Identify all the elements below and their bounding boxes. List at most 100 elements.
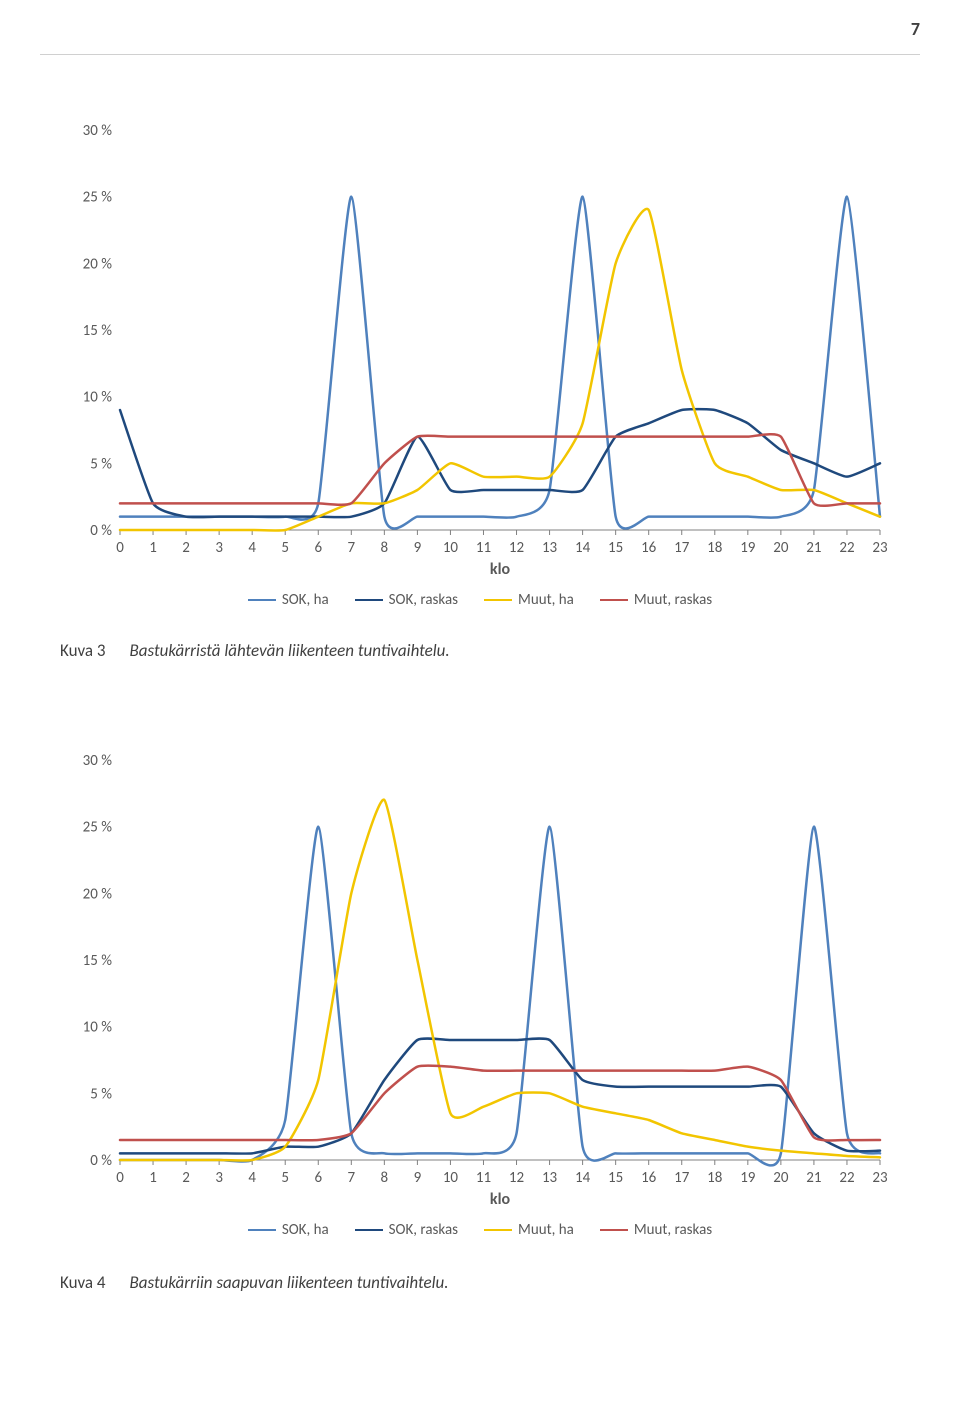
x-tick-label: 6: [314, 1169, 322, 1187]
x-tick-label: 9: [414, 1169, 422, 1187]
chart-1-block: 0 %5 %10 %15 %20 %25 %30 %01234567891011…: [60, 120, 900, 609]
x-tick-label: 13: [542, 1169, 558, 1187]
header-rule: [40, 54, 920, 55]
y-tick-label: 15 %: [83, 952, 113, 970]
legend-swatch: [600, 599, 628, 602]
legend-swatch: [248, 1229, 276, 1232]
x-tick-label: 19: [740, 539, 756, 557]
legend-swatch: [248, 599, 276, 602]
x-tick-label: 14: [575, 539, 591, 557]
series-line: [120, 1066, 880, 1141]
x-tick-label: 17: [674, 539, 690, 557]
y-tick-label: 15 %: [83, 322, 113, 340]
chart-2-block: 0 %5 %10 %15 %20 %25 %30 %01234567891011…: [60, 750, 900, 1239]
x-tick-label: 21: [806, 539, 821, 557]
legend-label: SOK, ha: [282, 591, 329, 609]
page-number: 7: [911, 18, 920, 40]
x-tick-label: 10: [443, 1169, 459, 1187]
x-tick-label: 5: [281, 539, 289, 557]
series-line: [120, 827, 880, 1166]
figure-label: Kuva 4: [60, 1272, 106, 1293]
legend-swatch: [355, 599, 383, 602]
x-tick-label: 11: [476, 1169, 491, 1187]
legend-item: SOK, ha: [248, 591, 329, 609]
x-tick-label: 6: [314, 539, 322, 557]
x-tick-label: 2: [182, 539, 190, 557]
y-tick-label: 20 %: [83, 885, 113, 903]
x-tick-label: 1: [149, 539, 157, 557]
y-tick-label: 0 %: [90, 522, 112, 540]
legend-label: Muut, ha: [518, 1221, 574, 1239]
x-tick-label: 18: [707, 539, 722, 557]
legend-swatch: [600, 1229, 628, 1232]
y-tick-label: 30 %: [83, 122, 113, 140]
y-tick-label: 30 %: [83, 752, 113, 770]
legend-label: SOK, raskas: [389, 591, 458, 609]
legend-swatch: [484, 599, 512, 602]
legend-item: SOK, raskas: [355, 1221, 458, 1239]
y-tick-label: 10 %: [83, 1019, 113, 1037]
x-tick-label: 9: [414, 539, 422, 557]
chart-1: 0 %5 %10 %15 %20 %25 %30 %01234567891011…: [60, 120, 890, 585]
figure-text: Bastukärristä lähtevän liikenteen tuntiv…: [130, 640, 450, 661]
legend-item: Muut, raskas: [600, 591, 712, 609]
x-tick-label: 17: [674, 1169, 690, 1187]
x-tick-label: 11: [476, 539, 491, 557]
legend-item: Muut, ha: [484, 591, 574, 609]
series-line: [120, 209, 880, 531]
x-tick-label: 0: [116, 539, 124, 557]
legend-label: Muut, ha: [518, 591, 574, 609]
legend-label: SOK, raskas: [389, 1221, 458, 1239]
legend-swatch: [355, 1229, 383, 1232]
x-tick-label: 7: [347, 539, 355, 557]
x-tick-label: 0: [116, 1169, 124, 1187]
x-tick-label: 15: [608, 539, 623, 557]
y-tick-label: 5 %: [90, 455, 112, 473]
x-tick-label: 4: [248, 539, 256, 557]
series-line: [120, 1039, 880, 1154]
legend-item: SOK, raskas: [355, 591, 458, 609]
x-tick-label: 3: [215, 539, 223, 557]
figure-text: Bastukärriin saapuvan liikenteen tuntiva…: [130, 1272, 449, 1293]
series-line: [120, 434, 880, 506]
legend-swatch: [484, 1229, 512, 1232]
x-tick-label: 23: [872, 539, 888, 557]
x-tick-label: 22: [839, 539, 854, 557]
x-tick-label: 2: [182, 1169, 190, 1187]
series-line: [120, 800, 880, 1161]
x-tick-label: 1: [149, 1169, 157, 1187]
chart-2-caption: Kuva 4 Bastukärriin saapuvan liikenteen …: [60, 1272, 449, 1293]
x-tick-label: 10: [443, 539, 459, 557]
x-axis-label: klo: [490, 560, 511, 579]
x-tick-label: 8: [381, 1169, 389, 1187]
legend-label: Muut, raskas: [634, 591, 712, 609]
x-tick-label: 19: [740, 1169, 756, 1187]
legend-item: Muut, ha: [484, 1221, 574, 1239]
series-line: [120, 409, 880, 517]
x-tick-label: 18: [707, 1169, 722, 1187]
x-tick-label: 13: [542, 539, 558, 557]
x-tick-label: 20: [773, 539, 789, 557]
x-tick-label: 8: [381, 539, 389, 557]
figure-label: Kuva 3: [60, 640, 106, 661]
y-tick-label: 25 %: [83, 819, 113, 837]
y-tick-label: 5 %: [90, 1085, 112, 1103]
x-tick-label: 7: [347, 1169, 355, 1187]
chart-1-caption: Kuva 3 Bastukärristä lähtevän liikenteen…: [60, 640, 450, 661]
page: 7 0 %5 %10 %15 %20 %25 %30 %012345678910…: [0, 0, 960, 1401]
x-tick-label: 4: [248, 1169, 256, 1187]
chart-2-legend: SOK, ha SOK, raskas Muut, ha Muut, raskas: [60, 1221, 900, 1239]
x-tick-label: 12: [509, 1169, 524, 1187]
x-axis-label: klo: [490, 1190, 511, 1209]
y-tick-label: 10 %: [83, 389, 113, 407]
y-tick-label: 25 %: [83, 189, 113, 207]
x-tick-label: 14: [575, 1169, 591, 1187]
legend-label: Muut, raskas: [634, 1221, 712, 1239]
x-tick-label: 16: [641, 539, 657, 557]
legend-item: SOK, ha: [248, 1221, 329, 1239]
x-tick-label: 3: [215, 1169, 223, 1187]
chart-1-legend: SOK, ha SOK, raskas Muut, ha Muut, raskas: [60, 591, 900, 609]
x-tick-label: 23: [872, 1169, 888, 1187]
x-tick-label: 21: [806, 1169, 821, 1187]
x-tick-label: 5: [281, 1169, 289, 1187]
